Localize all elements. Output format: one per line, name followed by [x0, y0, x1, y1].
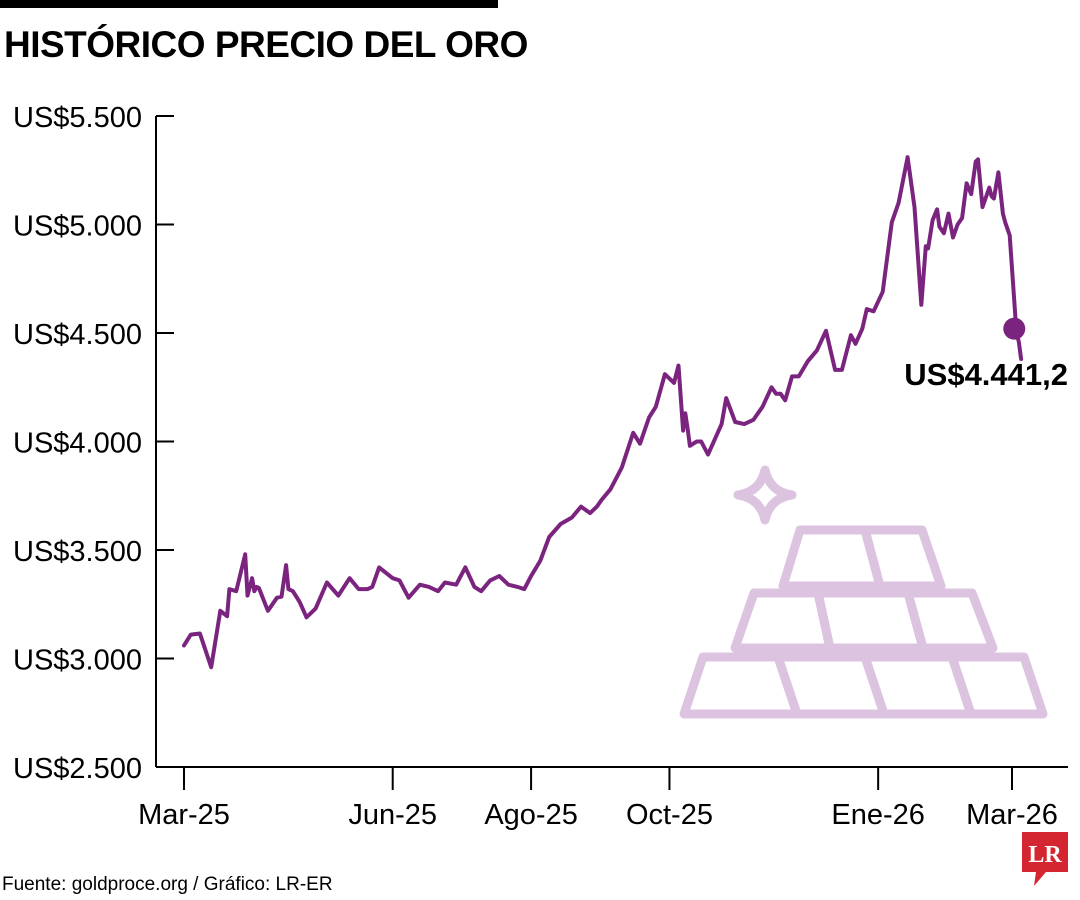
- y-axis-ticks: US$2.500 US$3.000 US$3.500 US$4.000 US$4.500…: [13, 102, 174, 785]
- y-tick-label: US$3.000: [13, 645, 142, 677]
- y-tick-label: US$5.000: [13, 211, 142, 243]
- x-tick-label: Oct-25: [626, 799, 713, 831]
- svg-text:LR: LR: [1028, 842, 1062, 868]
- x-tick-label: Jun-25: [348, 799, 437, 831]
- chart-title: HISTÓRICO PRECIO DEL ORO: [4, 24, 528, 65]
- source-note: Fuente: goldproce.org / Gráfico: LR-ER: [2, 874, 333, 895]
- x-tick-label: Ene-26: [831, 799, 925, 831]
- gold-bars-illustration: [679, 465, 1048, 719]
- y-tick-label: US$2.500: [13, 753, 142, 785]
- last-value-label: US$4.441,2: [904, 357, 1068, 392]
- series-line: [182, 155, 1024, 670]
- y-tick-label: US$4.500: [13, 319, 142, 351]
- top-rule: [0, 0, 498, 8]
- axes: [155, 115, 1068, 768]
- lr-logo: LR: [1022, 832, 1068, 886]
- x-tick-label: Mar-25: [138, 799, 230, 831]
- gold-bar-shape: [947, 652, 1048, 719]
- y-tick-label: US$3.500: [13, 536, 142, 568]
- gold-price-chart: US$2.500 US$3.000 US$3.500 US$4.000 US$4.500…: [13, 102, 1068, 831]
- y-tick-label: US$4.000: [13, 428, 142, 460]
- gold-bar-shape: [903, 588, 998, 653]
- gold-bar-shape: [860, 525, 946, 591]
- x-axis-ticks: Mar-25 Jun-25 Ago-25 Oct-25 Ene-26 Mar-26: [138, 767, 1058, 831]
- sparkle-icon: [733, 465, 797, 525]
- y-tick-label: US$5.500: [13, 102, 142, 134]
- last-value-marker: [1003, 317, 1026, 340]
- x-tick-label: Ago-25: [484, 799, 578, 831]
- x-tick-label: Mar-26: [966, 799, 1058, 831]
